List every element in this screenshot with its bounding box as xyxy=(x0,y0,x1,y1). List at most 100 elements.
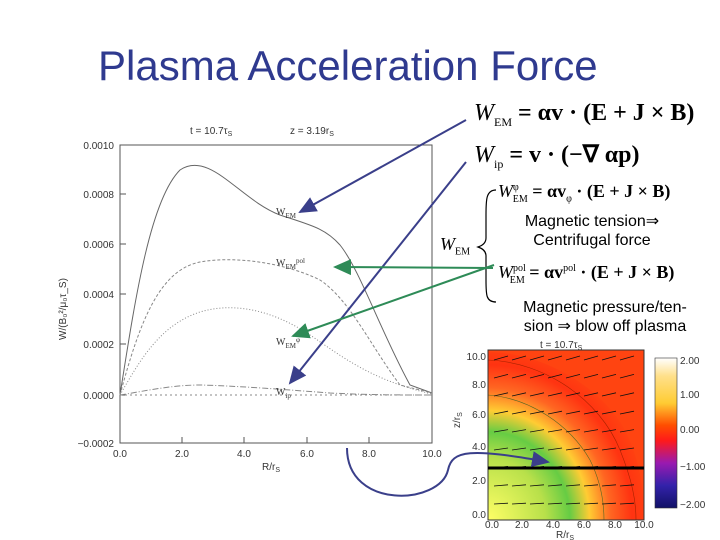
vector-arrow xyxy=(565,447,581,451)
colorbar-tick-label: 1.00 xyxy=(680,390,700,401)
vector-arrow xyxy=(619,355,635,361)
y-tick-label: 0.0008 xyxy=(83,190,114,201)
map-x-tick-label: 6.0 xyxy=(577,520,591,531)
vector-arrow xyxy=(619,502,635,505)
colorbar-tick-label: −2.00 xyxy=(680,500,706,511)
vector-arrow xyxy=(493,447,509,451)
note-tension-line1: Magnetic tension⇒ xyxy=(524,213,660,230)
color-map-contour-outer xyxy=(487,359,637,521)
colorbar-tick-label: 0.00 xyxy=(680,425,700,436)
map-y-tick-label: 2.0 xyxy=(472,476,486,487)
arrow-w-em-phi xyxy=(291,264,495,339)
vector-arrow xyxy=(619,392,635,397)
vector-arrow xyxy=(583,374,599,379)
vector-arrow xyxy=(493,355,509,361)
vector-arrow xyxy=(511,447,527,451)
y-tick-label: −0.0002 xyxy=(78,439,115,450)
color-map: 10.08.06.04.02.00.0 0.0 2.0 4.0 6.0 8.0 10.0 … xyxy=(452,340,706,540)
equation-w-em-phi: WφEM = αvφ · (E + J × B) xyxy=(498,181,671,205)
map-x-tick-label: 8.0 xyxy=(608,520,622,531)
vector-arrow xyxy=(565,392,581,397)
note-pressure-line1: Magnetic pressure/ten- xyxy=(523,299,687,316)
x-tick-label: 8.0 xyxy=(362,449,376,460)
vector-arrow xyxy=(493,410,509,415)
y-tick-label: 0.0000 xyxy=(83,391,114,402)
vector-arrow xyxy=(565,502,581,505)
vector-arrow xyxy=(583,502,599,505)
plot-y-label: W/(B₀²/μ₀τ_S) xyxy=(58,278,69,340)
vector-arrow xyxy=(493,484,509,487)
colorbar-tick-label: 2.00 xyxy=(680,356,700,367)
curve-label-w-em-phi: WEMφ xyxy=(276,336,300,350)
colorbar xyxy=(654,357,678,509)
map-y-tick-label: 8.0 xyxy=(472,380,486,391)
brace xyxy=(476,189,497,303)
y-tick-marks xyxy=(120,144,433,444)
curve-label-w-em: WEM xyxy=(276,207,297,220)
curve-w-em-phi xyxy=(119,307,433,396)
vector-arrow xyxy=(547,502,563,505)
slide-title: Plasma Acceleration Force xyxy=(98,42,598,89)
plot-x-label: R/rS xyxy=(262,462,280,474)
vector-arrow xyxy=(529,410,545,415)
x-tick-label: 0.0 xyxy=(113,449,127,460)
map-x-tick-label: 2.0 xyxy=(515,520,529,531)
arrow-w-em-pol xyxy=(333,259,494,276)
brace-label-w-em: WEM xyxy=(440,234,470,258)
vector-arrow xyxy=(547,484,563,487)
arrow-w-em xyxy=(298,119,467,213)
vector-arrow xyxy=(493,429,509,433)
vector-arrow xyxy=(547,447,563,451)
vector-arrow xyxy=(529,484,545,487)
map-y-tick-label: 10.0 xyxy=(467,352,487,363)
curve-label-w-ip: Wip xyxy=(276,387,291,400)
vector-arrow xyxy=(601,429,617,433)
vector-arrow xyxy=(565,484,581,487)
vector-arrow xyxy=(565,374,581,379)
map-title: t = 10.7τS xyxy=(540,340,583,352)
x-tick-label: 10.0 xyxy=(422,449,442,460)
curve-label-w-em-pol: WEMpol xyxy=(276,257,305,271)
vector-arrow xyxy=(529,392,545,397)
vector-arrow xyxy=(601,447,617,451)
vector-arrow xyxy=(583,447,599,451)
arrow-w-ip xyxy=(288,161,467,385)
y-tick-label: 0.0002 xyxy=(83,340,114,351)
map-x-tick-label: 0.0 xyxy=(485,520,499,531)
map-y-tick-label: 0.0 xyxy=(472,510,486,521)
vector-arrow xyxy=(601,502,617,505)
vector-arrow xyxy=(619,484,635,487)
note-magnetic-pressure: Magnetic pressure/ten- sion ⇒ blow off p… xyxy=(493,298,717,336)
vector-arrow xyxy=(511,502,527,505)
vector-arrow xyxy=(619,374,635,379)
vector-arrow xyxy=(529,355,545,361)
map-y-tick-label: 4.0 xyxy=(472,442,486,453)
vector-arrow xyxy=(619,429,635,433)
vector-arrow xyxy=(529,429,545,433)
note-tension-line2: Centrifugal force xyxy=(533,232,651,249)
vector-arrow xyxy=(601,410,617,415)
map-y-tick-label: 6.0 xyxy=(472,410,486,421)
vector-arrow xyxy=(529,502,545,505)
note-magnetic-tension: Magnetic tension⇒ Centrifugal force xyxy=(492,212,692,250)
arrow-cut-link xyxy=(346,447,550,497)
vector-arrow xyxy=(619,447,635,451)
map-y-label: z/rS xyxy=(452,412,464,428)
vector-arrow xyxy=(583,410,599,415)
line-plot: 0.0010 0.0008 0.0006 0.0004 0.0002 0.0000 −0.0… xyxy=(58,126,442,474)
map-x-tick-label: 10.0 xyxy=(634,520,654,531)
vector-arrow xyxy=(511,355,527,361)
curve-w-em xyxy=(119,164,433,396)
vector-arrow xyxy=(583,484,599,487)
vector-arrow xyxy=(547,355,563,361)
vector-arrow xyxy=(547,392,563,397)
vector-arrow xyxy=(601,374,617,379)
y-tick-label: 0.0004 xyxy=(83,290,114,301)
color-map-field xyxy=(488,352,644,520)
vector-arrow xyxy=(565,410,581,415)
vector-arrow xyxy=(511,484,527,487)
vector-arrow xyxy=(511,410,527,415)
vector-arrow xyxy=(565,429,581,433)
plot-header-time: t = 10.7τS xyxy=(190,126,233,138)
